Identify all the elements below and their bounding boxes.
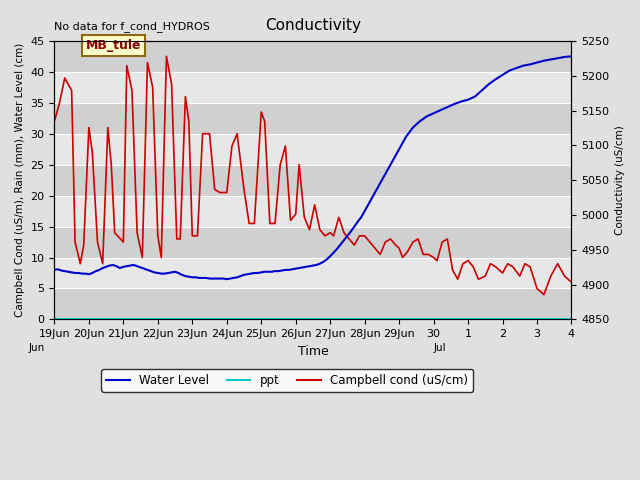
X-axis label: Time: Time [298, 345, 328, 358]
Bar [54, 196, 572, 227]
Title: Conductivity: Conductivity [265, 18, 361, 33]
Y-axis label: Campbell Cond (uS/m), Rain (mm), Water Level (cm): Campbell Cond (uS/m), Rain (mm), Water L… [15, 43, 25, 317]
Text: No data for f_cond_HYDROS: No data for f_cond_HYDROS [54, 22, 211, 32]
Legend: Water Level, ppt, Campbell cond (uS/cm): Water Level, ppt, Campbell cond (uS/cm) [101, 369, 473, 392]
Y-axis label: Conductivity (uS/cm): Conductivity (uS/cm) [615, 125, 625, 235]
Text: Jul: Jul [433, 343, 446, 353]
Text: Jun: Jun [29, 343, 45, 353]
Bar [54, 72, 572, 103]
Bar [54, 257, 572, 288]
Text: MB_tule: MB_tule [85, 39, 141, 52]
Bar [54, 134, 572, 165]
